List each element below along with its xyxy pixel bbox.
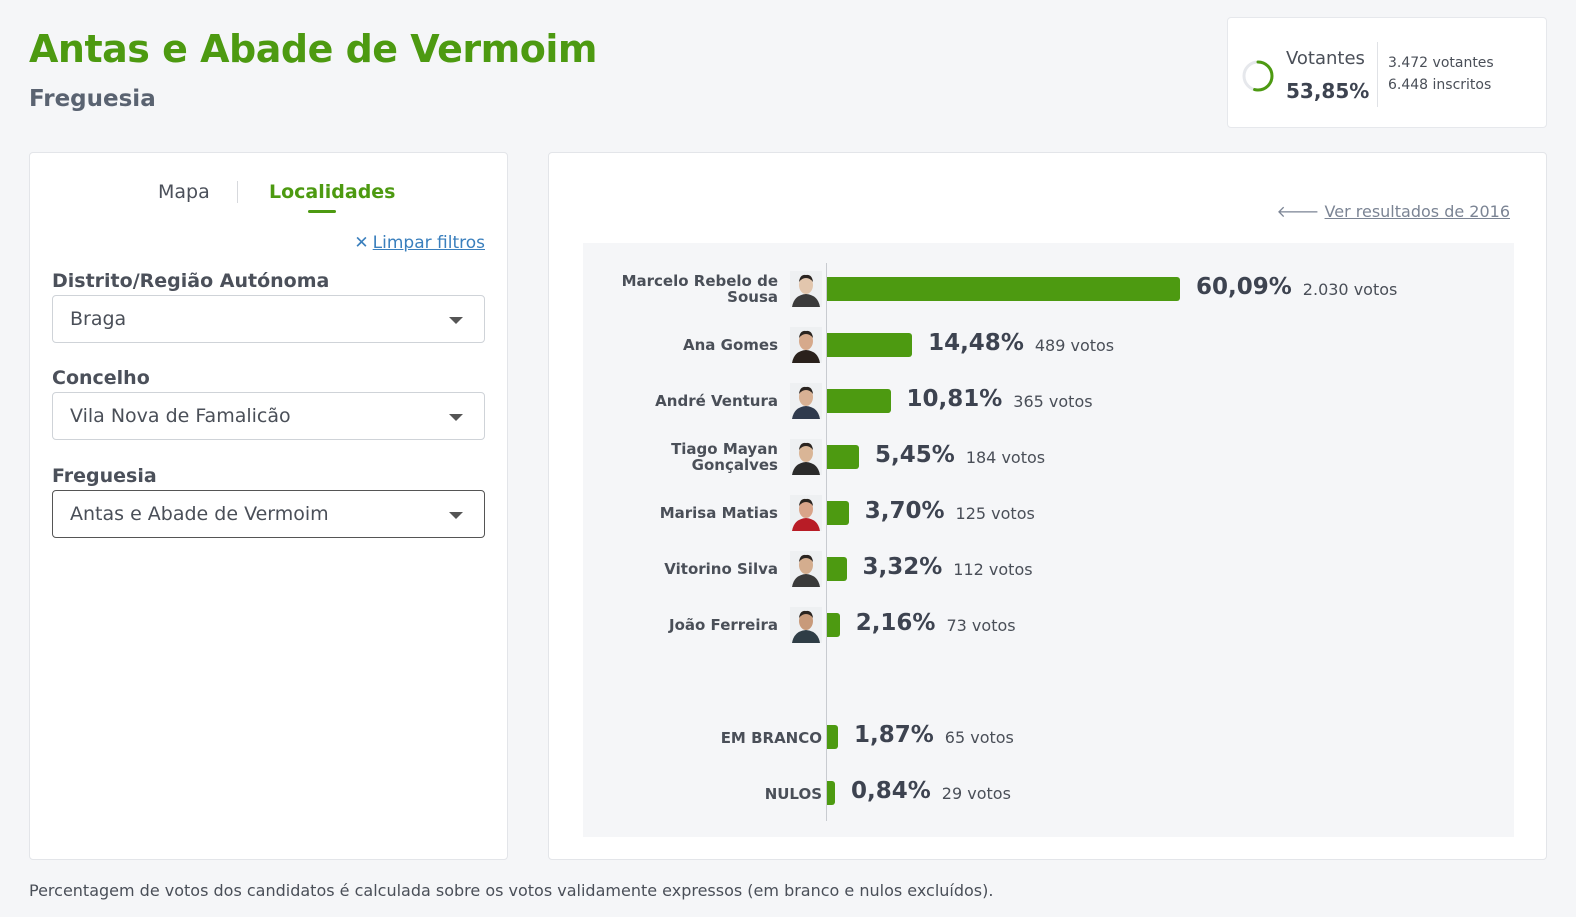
results-panel: 🡐 Ver resultados de 2016 Marcelo Rebelo … [548, 152, 1547, 860]
candidate-name: Tiago Mayan Gonçalves [671, 440, 778, 474]
turnout-card: Votantes 53,85% 3.472 votantes 6.448 ins… [1227, 17, 1547, 128]
result-percent: 60,09% [1196, 274, 1292, 300]
district-select[interactable]: Braga [52, 295, 485, 343]
municipality-label: Concelho [52, 367, 150, 389]
result-row: Ana Gomes 14,48% 489 votos [583, 325, 1514, 365]
clear-filters-label: Limpar filtros [372, 233, 485, 253]
parish-value: Antas e Abade de Vermoim [70, 503, 329, 525]
result-row: João Ferreira 2,16% 73 votos [583, 605, 1514, 645]
result-percent: 3,70% [864, 498, 945, 524]
chevron-down-icon [449, 414, 463, 421]
page-title: Antas e Abade de Vermoim [29, 27, 597, 71]
candidate-name: Ana Gomes [683, 336, 778, 354]
previous-results-label: Ver resultados de 2016 [1324, 202, 1510, 221]
result-bar [827, 277, 1180, 301]
candidate-avatar [790, 327, 822, 363]
result-bar [827, 725, 838, 749]
candidate-name: Marcelo Rebelo de Sousa [621, 272, 778, 306]
result-bar [827, 557, 847, 581]
candidate-avatar [790, 551, 822, 587]
chevron-down-icon [449, 512, 463, 519]
candidate-avatar [790, 439, 822, 475]
active-tab-indicator [308, 210, 336, 213]
result-votes: 65 votos [944, 728, 1014, 747]
result-bar [827, 781, 835, 805]
close-icon: ✕ [354, 233, 369, 253]
chevron-down-icon [449, 317, 463, 324]
results-chart: Marcelo Rebelo de Sousa 60,09% 2.030 votos… [583, 243, 1514, 837]
result-percent: 3,32% [862, 554, 943, 580]
clear-filters-link[interactable]: ✕ Limpar filtros [354, 233, 485, 253]
result-votes: 184 votos [965, 448, 1046, 467]
municipality-select[interactable]: Vila Nova de Famalicão [52, 392, 485, 440]
candidate-name: NULOS [764, 785, 822, 803]
turnout-voters: 3.472 votantes [1388, 55, 1494, 71]
previous-results-link[interactable]: 🡐 Ver resultados de 2016 [1277, 201, 1510, 221]
result-bar [827, 389, 891, 413]
result-percent: 14,48% [928, 330, 1024, 356]
result-votes: 29 votos [941, 784, 1011, 803]
result-bar [827, 333, 913, 357]
turnout-registered: 6.448 inscritos [1388, 77, 1492, 93]
candidate-avatar [790, 383, 822, 419]
candidate-avatar [790, 607, 822, 643]
result-percent: 5,45% [875, 442, 955, 468]
candidate-name: Vitorino Silva [664, 560, 778, 578]
parish-select[interactable]: Antas e Abade de Vermoim [52, 490, 485, 538]
tab-map[interactable]: Mapa [158, 181, 210, 203]
district-label: Distrito/Região Autónoma [52, 270, 330, 292]
result-votes: 112 votos [953, 560, 1033, 579]
tab-localities[interactable]: Localidades [269, 181, 396, 203]
turnout-ring-icon [1242, 60, 1274, 92]
result-bar [827, 445, 860, 469]
result-row: Marcelo Rebelo de Sousa 60,09% 2.030 votos [583, 269, 1514, 309]
filter-panel: Mapa Localidades ✕ Limpar filtros Distri… [29, 152, 508, 860]
result-bar [827, 501, 849, 525]
result-row: André Ventura 10,81% 365 votos [583, 381, 1514, 421]
candidate-name: EM BRANCO [720, 729, 822, 747]
result-row: Vitorino Silva 3,32% 112 votos [583, 549, 1514, 589]
result-percent: 1,87% [853, 722, 934, 748]
arrow-left-icon: 🡐 [1276, 202, 1320, 221]
footnote: Percentagem de votos dos candidatos é ca… [29, 881, 994, 900]
parish-label: Freguesia [52, 465, 157, 487]
result-row: Tiago Mayan Gonçalves 5,45% 184 votos [583, 437, 1514, 477]
result-row: NULOS 0,84% 29 votos [583, 773, 1514, 813]
turnout-divider [1377, 42, 1378, 107]
result-row: Marisa Matias 3,70% 125 votos [583, 493, 1514, 533]
result-votes: 125 votos [955, 504, 1035, 523]
candidate-avatar [790, 495, 822, 531]
result-percent: 2,16% [855, 610, 936, 636]
turnout-label: Votantes [1286, 48, 1365, 69]
candidate-name: João Ferreira [669, 616, 778, 634]
result-percent: 10,81% [906, 386, 1003, 412]
result-percent: 0,84% [851, 778, 931, 804]
result-votes: 73 votos [946, 616, 1016, 635]
result-votes: 2.030 votos [1302, 280, 1398, 299]
district-value: Braga [70, 308, 127, 330]
result-bar [827, 613, 840, 637]
candidate-name: André Ventura [655, 392, 778, 410]
result-votes: 365 votos [1013, 392, 1093, 411]
result-votes: 489 votos [1034, 336, 1115, 355]
tab-separator [237, 181, 238, 203]
chart-axis-line [826, 263, 827, 821]
municipality-value: Vila Nova de Famalicão [70, 405, 291, 427]
candidate-avatar [790, 271, 822, 307]
page-subtitle: Freguesia [29, 86, 156, 112]
turnout-percent: 53,85% [1286, 79, 1370, 103]
candidate-name: Marisa Matias [659, 504, 778, 522]
result-row: EM BRANCO 1,87% 65 votos [583, 717, 1514, 757]
